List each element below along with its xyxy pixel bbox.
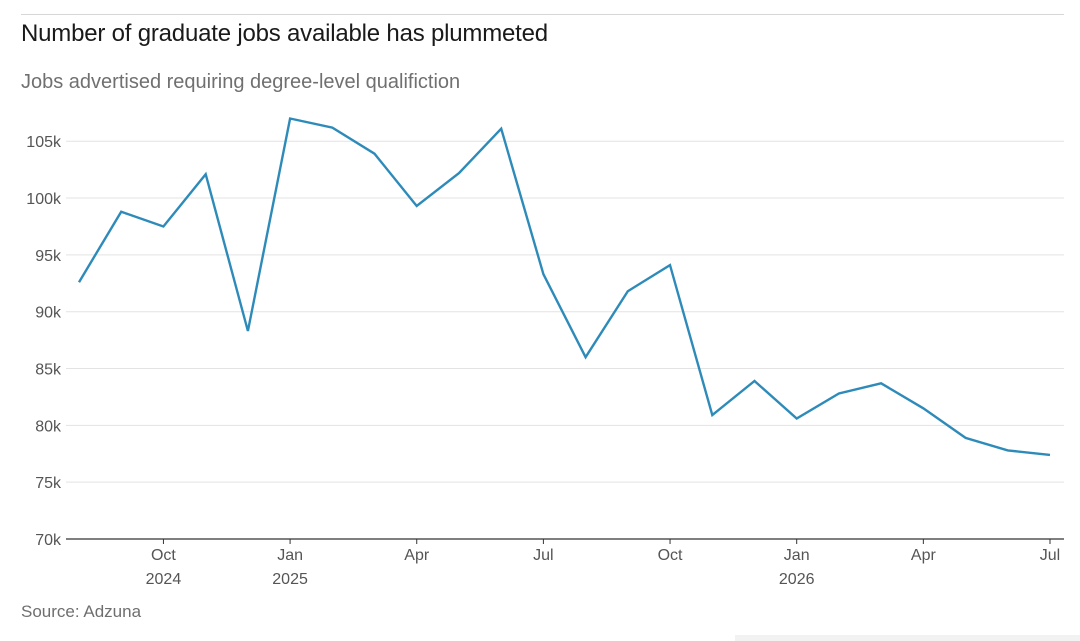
y-tick-label: 100k [26, 191, 62, 208]
chart-subtitle: Jobs advertised requiring degree-level q… [21, 71, 461, 93]
series-layer [77, 117, 1051, 457]
y-tick-label: 95k [35, 248, 62, 265]
y-tick-label: 85k [35, 362, 62, 379]
grid-layer [66, 140, 1064, 540]
x-tick-label: Jul [533, 547, 553, 564]
y-tick-label: 80k [35, 418, 62, 435]
y-tick-label: 105k [26, 134, 62, 151]
y-tick-label: 75k [35, 475, 62, 492]
series-line [77, 117, 1051, 457]
top-divider [21, 14, 1064, 15]
y-axis-ticks: 70k 75k 80k 85k 90k 95k 100k 105k [26, 134, 62, 549]
source-note: Source: Adzuna [21, 602, 142, 621]
x-tick-year-label: 2024 [146, 571, 182, 588]
x-tick-label: Apr [404, 547, 430, 564]
y-tick-label: 70k [35, 532, 62, 549]
x-tick-label: Jan [784, 547, 810, 564]
x-tick-label: Jan [277, 547, 303, 564]
x-tick-year-label: 2025 [272, 571, 308, 588]
y-tick-label: 90k [35, 305, 62, 322]
chart-title: Number of graduate jobs available has pl… [21, 20, 548, 47]
bottom-strip [735, 635, 1080, 641]
x-tick-label: Jul [1040, 547, 1060, 564]
x-tick-label: Oct [151, 547, 176, 564]
x-tick-label: Oct [658, 547, 683, 564]
x-tick-label: Apr [911, 547, 937, 564]
x-tick-year-label: 2026 [779, 571, 815, 588]
x-axis-ticks: Oct 2024 Jan 2025 Apr Jul Oct Jan 2026 Apr Jul [146, 539, 1060, 588]
